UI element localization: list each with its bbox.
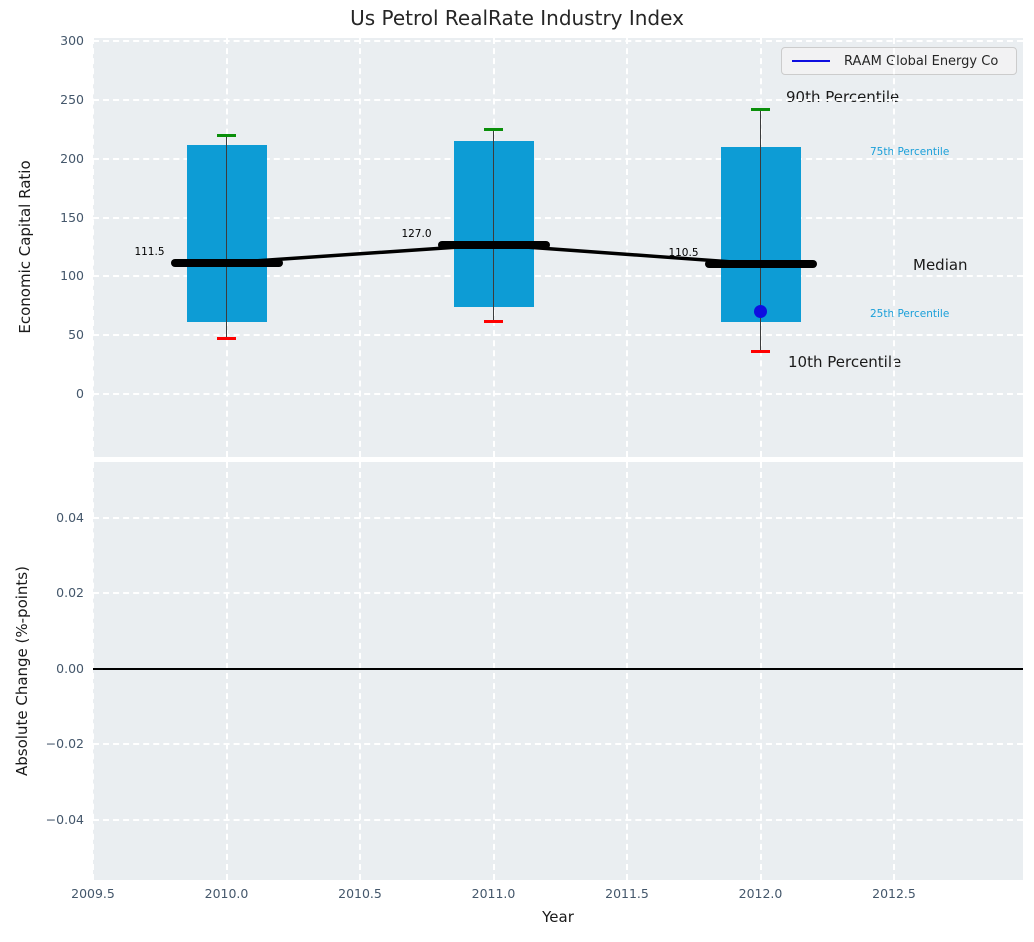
legend: RAAM Global Energy Co — [781, 47, 1017, 75]
median-value-label: 111.5 — [107, 246, 165, 258]
whisker-line — [493, 129, 494, 321]
p10-cap — [217, 337, 236, 340]
top-y-tick-label: 250 — [8, 92, 84, 107]
p90-cap — [751, 108, 770, 111]
median-segment — [171, 259, 283, 267]
x-tick-label: 2011.0 — [454, 886, 534, 901]
whisker-line — [226, 135, 227, 338]
gridline — [359, 38, 361, 457]
bottom-y-tick-label: −0.04 — [8, 812, 84, 827]
top-plot-area: 90th Percentile 75th Percentile Median 2… — [93, 38, 1023, 457]
top-y-tick-label: 300 — [8, 33, 84, 48]
annotation-75th-percentile: 75th Percentile — [870, 146, 949, 158]
annotation-90th-percentile: 90th Percentile — [786, 88, 899, 106]
top-y-tick-label: 150 — [8, 210, 84, 225]
gridline — [92, 462, 94, 880]
bottom-y-tick-label: 0.00 — [8, 661, 84, 676]
x-tick-label: 2012.0 — [721, 886, 801, 901]
gridline — [93, 592, 1023, 594]
top-y-tick-label: 0 — [8, 386, 84, 401]
x-tick-label: 2009.5 — [53, 886, 133, 901]
x-axis-label: Year — [0, 908, 1034, 926]
gridline — [626, 462, 628, 880]
gridline — [93, 819, 1023, 821]
x-tick-label: 2012.5 — [854, 886, 934, 901]
median-segment — [438, 241, 550, 249]
top-y-tick-label: 200 — [8, 151, 84, 166]
x-tick-label: 2011.5 — [587, 886, 667, 901]
x-tick-label: 2010.0 — [187, 886, 267, 901]
legend-line-swatch — [792, 60, 830, 62]
bottom-plot-area — [93, 462, 1023, 880]
p90-cap — [484, 128, 503, 131]
gridline — [93, 40, 1023, 42]
bottom-y-tick-label: −0.02 — [8, 736, 84, 751]
chart-title: Us Petrol RealRate Industry Index — [0, 6, 1034, 30]
p10-cap — [484, 320, 503, 323]
top-y-tick-label: 100 — [8, 268, 84, 283]
gridline — [93, 334, 1023, 336]
gridline — [93, 517, 1023, 519]
gridline — [893, 38, 895, 457]
gridline — [893, 462, 895, 880]
median-value-label: 110.5 — [641, 247, 699, 259]
p90-cap — [217, 134, 236, 137]
legend-label: RAAM Global Energy Co — [844, 54, 998, 69]
top-y-axis-label: Economic Capital Ratio — [16, 160, 34, 333]
figure: Us Petrol RealRate Industry Index 90th P… — [0, 0, 1034, 942]
gridline — [93, 99, 1023, 101]
p10-cap — [751, 350, 770, 353]
annotation-10th-percentile: 10th Percentile — [788, 353, 901, 371]
gridline — [359, 462, 361, 880]
zero-change-line — [93, 668, 1023, 670]
median-value-label: 127.0 — [374, 228, 432, 240]
top-y-tick-label: 50 — [8, 327, 84, 342]
x-tick-label: 2010.5 — [320, 886, 400, 901]
gridline — [92, 38, 94, 457]
gridline — [493, 462, 495, 880]
median-segment — [705, 260, 817, 268]
annotation-median: Median — [913, 256, 968, 274]
gridline — [626, 38, 628, 457]
gridline — [93, 743, 1023, 745]
bottom-y-tick-label: 0.02 — [8, 585, 84, 600]
gridline — [93, 393, 1023, 395]
annotation-25th-percentile: 25th Percentile — [870, 308, 949, 320]
gridline — [760, 462, 762, 880]
bottom-y-tick-label: 0.04 — [8, 510, 84, 525]
gridline — [226, 462, 228, 880]
